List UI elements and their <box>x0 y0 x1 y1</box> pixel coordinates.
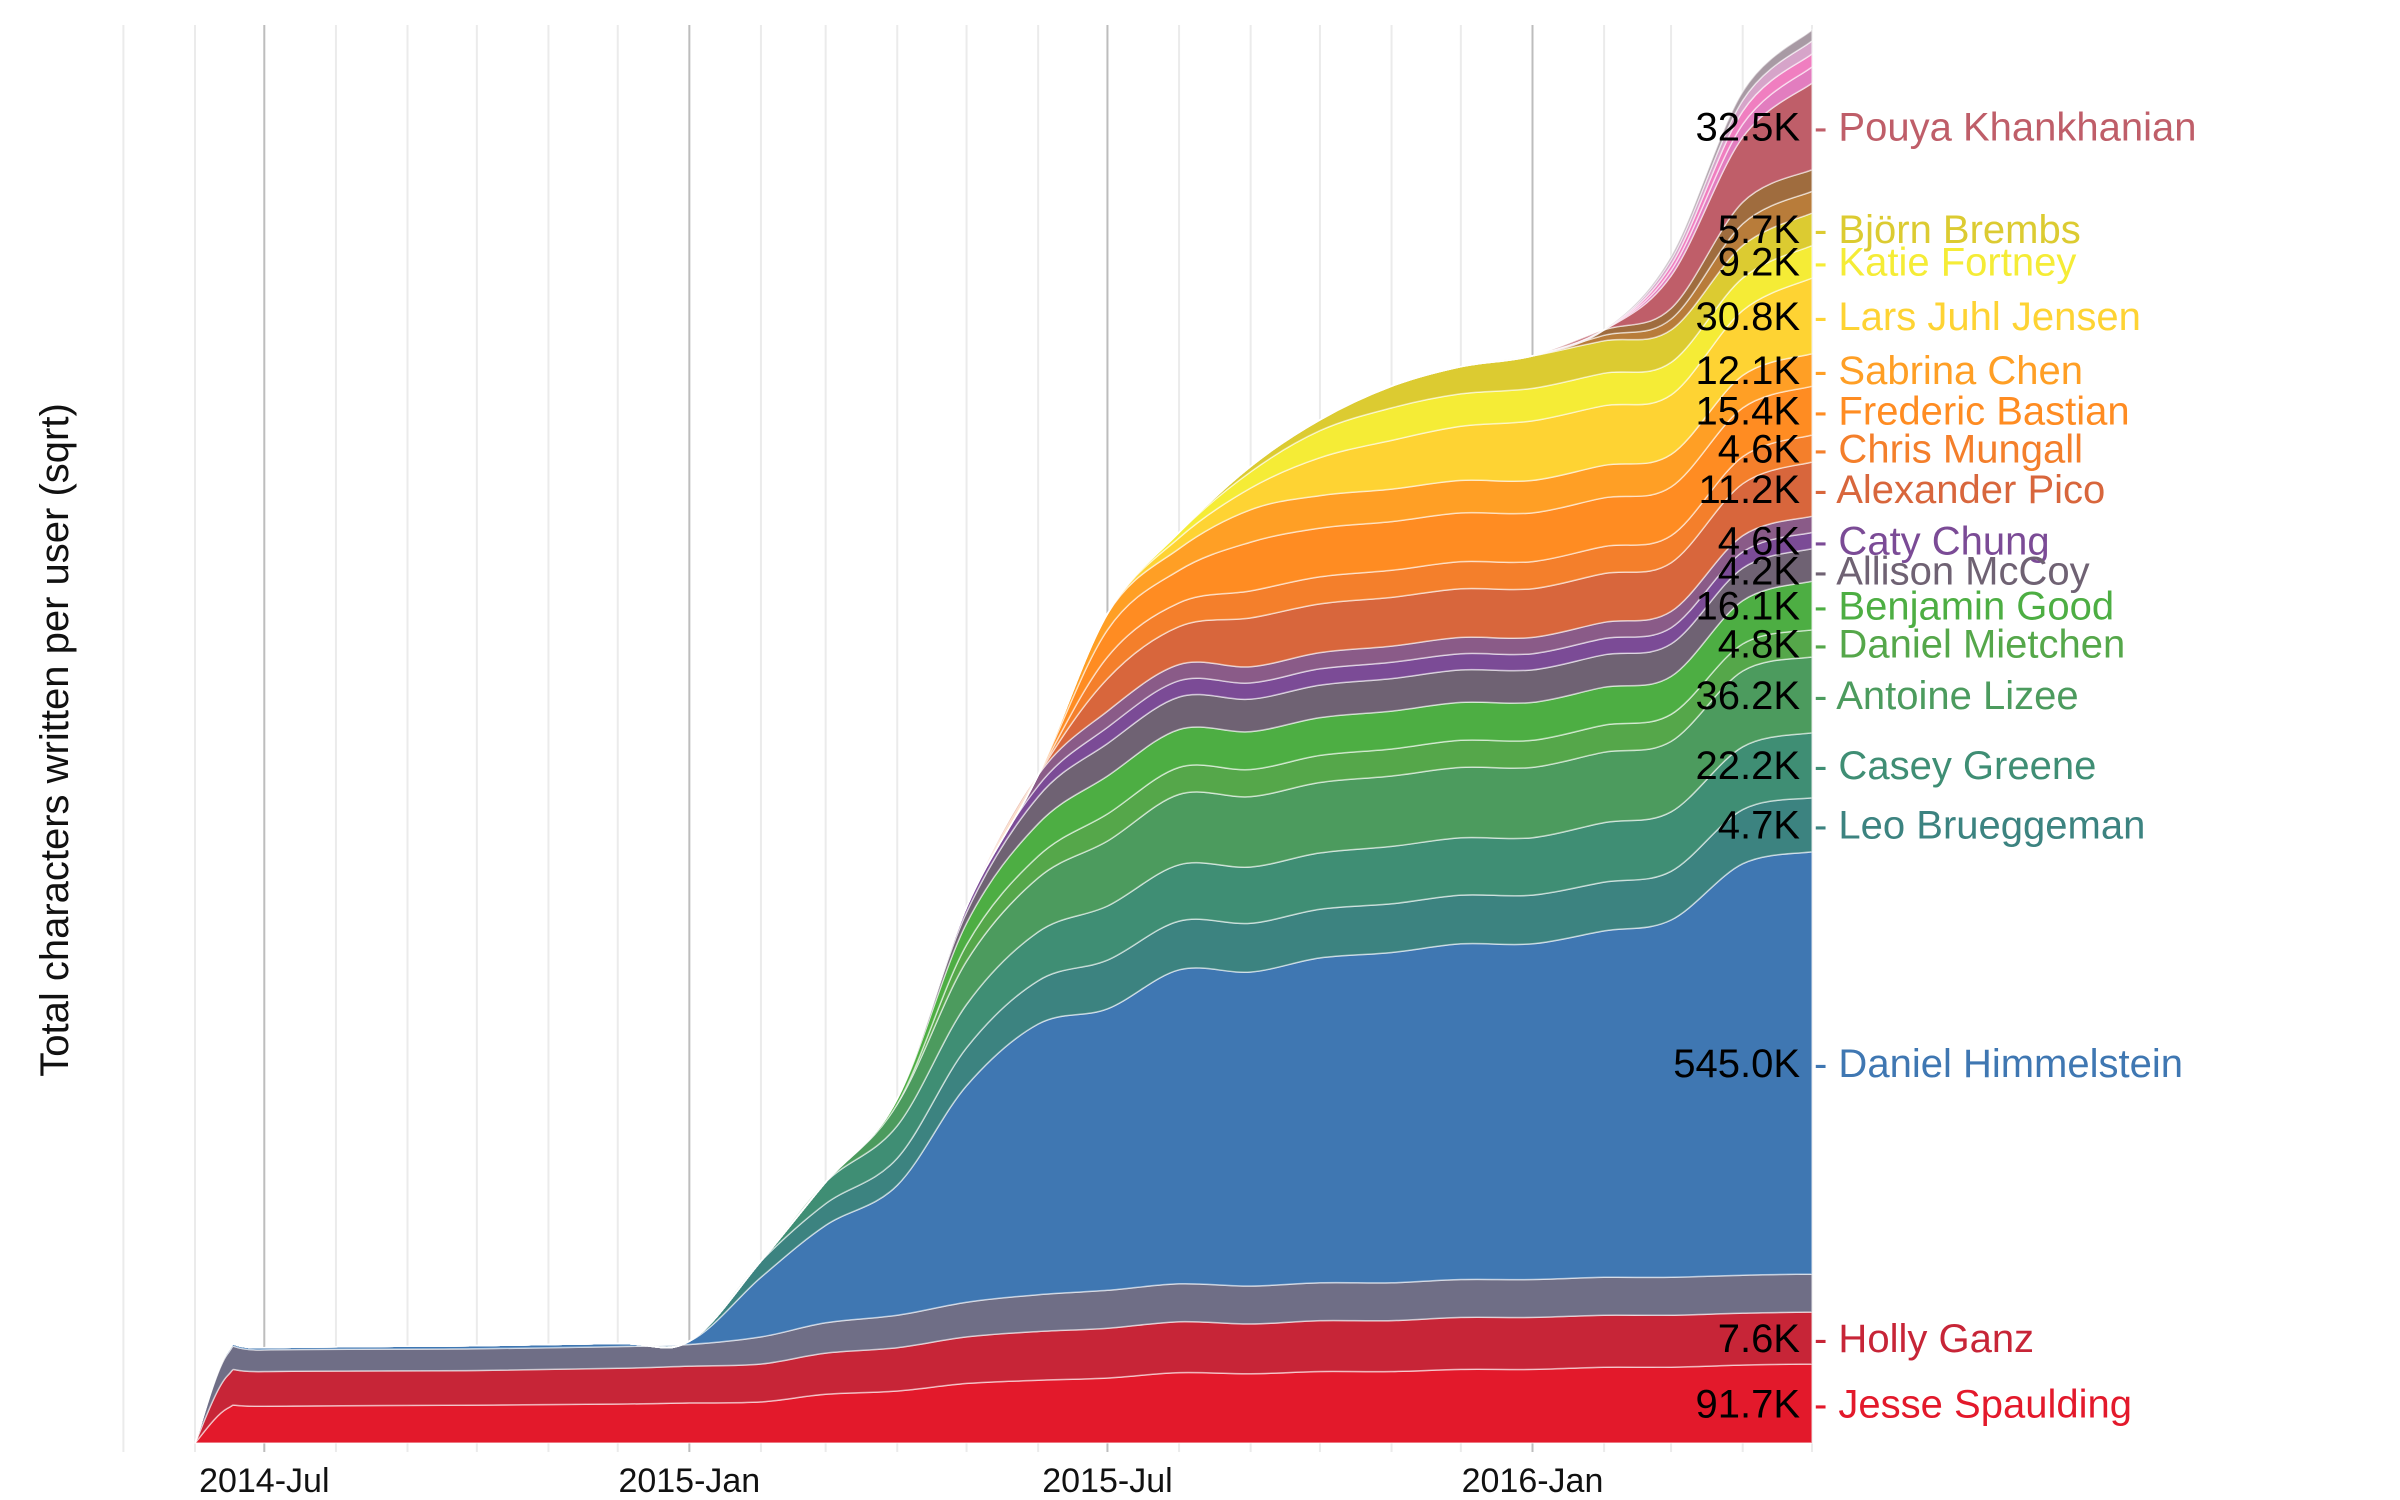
x-tick-label: 2015-Jan <box>618 1462 760 1500</box>
area-series-unlabeled-25 <box>194 28 1813 1444</box>
series-name-label: - Benjamin Good <box>1814 584 2114 628</box>
area-series <box>193 28 1813 1444</box>
series-value-label: 5.7K <box>1718 208 1801 252</box>
series-name-label: - Leo Brueggeman <box>1814 804 2145 848</box>
series-name-label: - Daniel Mietchen <box>1814 622 2125 666</box>
series-name-label: - Daniel Himmelstein <box>1814 1042 2183 1086</box>
series-name-label: - Antoine Lizee <box>1814 674 2079 718</box>
series-name-label: - Jesse Spaulding <box>1814 1382 2132 1426</box>
series-name-label: - Alexander Pico <box>1814 468 2105 512</box>
series-labels: 32.5K - Pouya Khankhanian 5.7K - Björn Brem… <box>1673 105 2196 1426</box>
series-name-label: - Casey Greene <box>1814 744 2096 788</box>
series-name-label: - Lars Juhl Jensen <box>1814 295 2141 339</box>
series-value-label: 36.2K <box>1695 674 1800 718</box>
series-name-label: - Chris Mungall <box>1814 427 2083 471</box>
series-value-label: 545.0K <box>1673 1042 1800 1086</box>
series-value-label: 9.2K <box>1718 241 1801 285</box>
series-value-label: 15.4K <box>1695 390 1800 434</box>
series-value-label: 4.8K <box>1718 622 1801 666</box>
series-name-label: - Björn Brembs <box>1814 208 2081 252</box>
series-name-label: - Holly Ganz <box>1814 1317 2034 1361</box>
y-axis-title: Total characters written per user (sqrt) <box>33 403 77 1077</box>
series-name-label: - Katie Fortney <box>1814 241 2076 285</box>
x-axis-ticks: 2014-Jul 2015-Jan 2015-Jul 2016-Jan <box>199 1462 1603 1500</box>
series-value-label: 32.5K <box>1695 105 1800 149</box>
x-tick-label: 2015-Jul <box>1042 1462 1172 1500</box>
series-value-label: 30.8K <box>1695 295 1800 339</box>
series-value-label: 4.6K <box>1718 427 1801 471</box>
series-name-label: - Frederic Bastian <box>1814 390 2130 434</box>
series-value-label: 4.6K <box>1718 520 1801 564</box>
series-value-label: 4.7K <box>1718 804 1801 848</box>
x-tick-label: 2016-Jan <box>1462 1462 1604 1500</box>
series-name-label: - Allison McCoy <box>1814 550 2090 594</box>
series-value-label: 16.1K <box>1695 584 1800 628</box>
x-tick-label: 2014-Jul <box>199 1462 329 1500</box>
series-value-label: 11.2K <box>1698 468 1800 512</box>
series-name-label: - Sabrina Chen <box>1814 349 2083 393</box>
series-name-label: - Caty Chung <box>1814 520 2050 564</box>
series-value-label: 4.2K <box>1718 550 1801 594</box>
series-value-label: 91.7K <box>1695 1382 1800 1426</box>
series-value-label: 7.6K <box>1718 1317 1801 1361</box>
series-name-label: - Pouya Khankhanian <box>1814 105 2197 149</box>
series-value-label: 22.2K <box>1695 744 1800 788</box>
series-value-label: 12.1K <box>1695 349 1800 393</box>
